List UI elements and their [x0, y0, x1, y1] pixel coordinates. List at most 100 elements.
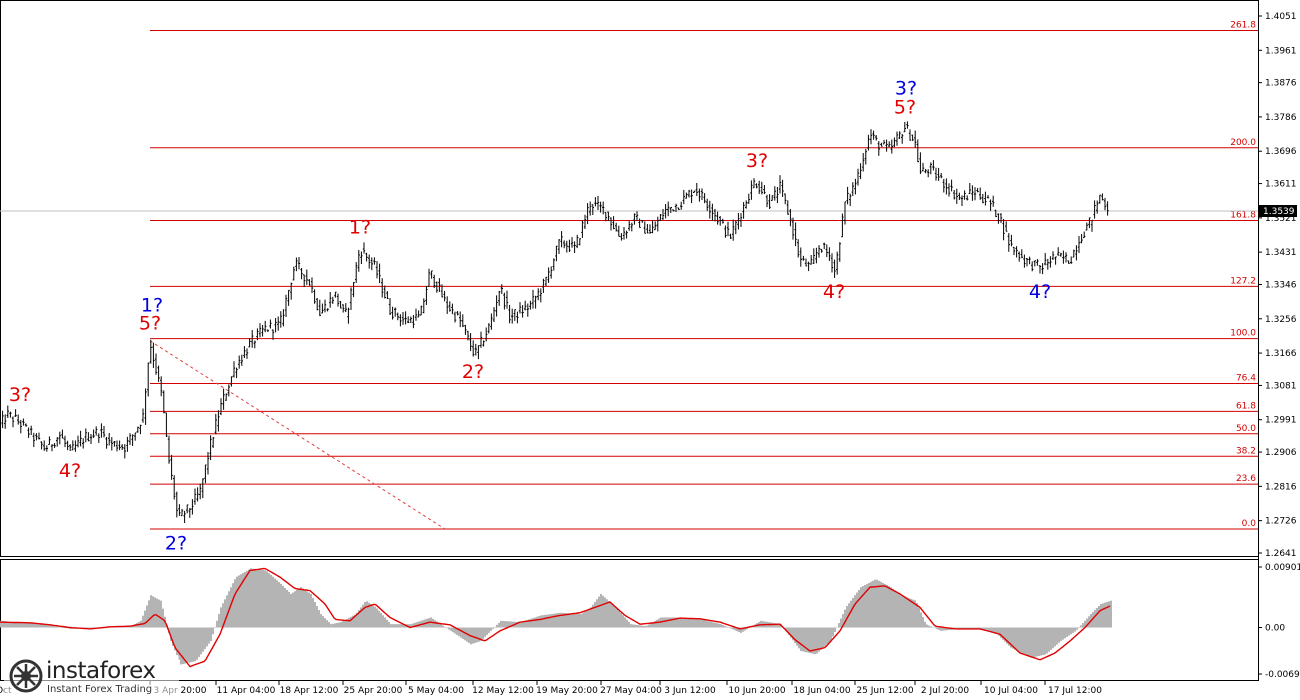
histogram-bar: [386, 619, 388, 628]
histogram-bar: [940, 627, 942, 631]
histogram-bar: [842, 614, 844, 628]
histogram-bar: [592, 604, 594, 628]
histogram-bar: [448, 627, 450, 630]
histogram-bar: [572, 613, 574, 628]
histogram-bar: [188, 627, 190, 663]
histogram-bar: [30, 623, 32, 628]
fib-level-label: 23.6: [1236, 474, 1256, 484]
histogram-bar: [576, 613, 578, 628]
histogram-bar: [788, 627, 790, 635]
histogram-bar: [502, 620, 504, 628]
histogram-bar: [552, 613, 554, 628]
histogram-bar: [774, 623, 776, 628]
histogram-bar: [602, 595, 604, 628]
wave-label: 1?: [349, 216, 371, 238]
histogram-bar: [880, 581, 882, 628]
time-axis-label: 27 May 04:00: [600, 686, 662, 696]
histogram-bar: [24, 622, 26, 628]
histogram-bar: [1080, 625, 1082, 628]
histogram-bar: [852, 597, 854, 628]
osc-axis-label: -0.00692: [1265, 670, 1300, 680]
histogram-bar: [328, 622, 330, 628]
histogram-bar: [398, 624, 400, 628]
histogram-bar: [276, 580, 278, 628]
histogram-bar: [622, 615, 624, 628]
histogram-bar: [544, 614, 546, 628]
histogram-bar: [856, 592, 858, 628]
histogram-bar: [462, 627, 464, 639]
histogram-bar: [250, 568, 252, 628]
histogram-bar: [776, 623, 778, 628]
histogram-bar: [864, 585, 866, 628]
histogram-bar: [644, 626, 646, 628]
histogram-bar: [600, 593, 602, 628]
histogram-bar: [496, 624, 498, 628]
histogram-bar: [244, 571, 246, 628]
histogram-bar: [192, 627, 194, 662]
histogram-bar: [198, 627, 200, 658]
histogram-bar: [234, 579, 236, 628]
histogram-bar: [284, 587, 286, 628]
histogram-bar: [1092, 612, 1094, 628]
histogram-bar: [926, 624, 928, 628]
histogram-bar: [708, 621, 710, 628]
time-axis-label: 3 Apr 20:00: [154, 686, 207, 696]
histogram-bar: [612, 604, 614, 628]
histogram-bar: [584, 611, 586, 628]
histogram-bar: [550, 614, 552, 628]
histogram-bar: [658, 618, 660, 628]
histogram-bar: [868, 582, 870, 628]
histogram-bar: [656, 619, 658, 628]
histogram-bar: [724, 625, 726, 628]
histogram-bar: [684, 617, 686, 628]
histogram-bar: [588, 608, 590, 628]
histogram-bar: [38, 624, 40, 628]
histogram-bar: [262, 570, 264, 628]
histogram-bar: [292, 592, 294, 628]
histogram-bar: [744, 627, 746, 631]
histogram-bar: [694, 618, 696, 628]
current-price-tag: [1259, 204, 1297, 217]
histogram-bar: [920, 612, 922, 628]
histogram-bar: [986, 627, 988, 631]
histogram-bar: [356, 612, 358, 628]
histogram-bar: [942, 627, 944, 631]
histogram-bar: [798, 627, 800, 649]
histogram-bar: [268, 573, 270, 628]
histogram-bar: [730, 627, 732, 629]
histogram-bar: [214, 627, 216, 629]
histogram-bar: [668, 617, 670, 628]
histogram-bar: [348, 617, 350, 628]
histogram-bar: [342, 621, 344, 628]
histogram-bar: [934, 627, 936, 629]
histogram-bar: [636, 624, 638, 628]
histogram-bar: [962, 627, 964, 629]
histogram-bar: [878, 580, 880, 628]
histogram-bar: [460, 627, 462, 638]
histogram-bar: [680, 617, 682, 628]
price-axis-label: 1.3256: [1265, 315, 1297, 325]
histogram-bar: [738, 627, 740, 633]
histogram-bar: [1096, 608, 1098, 628]
histogram-bar: [1066, 627, 1068, 637]
time-axis-label: 3 Jun 12:00: [664, 686, 716, 696]
histogram-bar: [662, 617, 664, 628]
histogram-bar: [838, 623, 840, 628]
price-axis-label: 1.3346: [1265, 281, 1297, 291]
histogram-bar: [1064, 627, 1066, 639]
histogram-bar: [614, 606, 616, 628]
histogram-bar: [948, 627, 950, 631]
histogram-bar: [442, 625, 444, 628]
histogram-bar: [162, 608, 164, 628]
price-axis-label: 1.3521: [1265, 214, 1297, 224]
candles-group: [0, 121, 1109, 523]
histogram-bar: [392, 624, 394, 628]
histogram-bar: [704, 620, 706, 628]
histogram-bar: [172, 627, 174, 646]
histogram-bar: [844, 609, 846, 628]
histogram-bar: [594, 601, 596, 628]
histogram-bar: [148, 600, 150, 628]
histogram-bar: [350, 616, 352, 628]
histogram-bar: [966, 627, 968, 629]
histogram-bar: [672, 617, 674, 628]
